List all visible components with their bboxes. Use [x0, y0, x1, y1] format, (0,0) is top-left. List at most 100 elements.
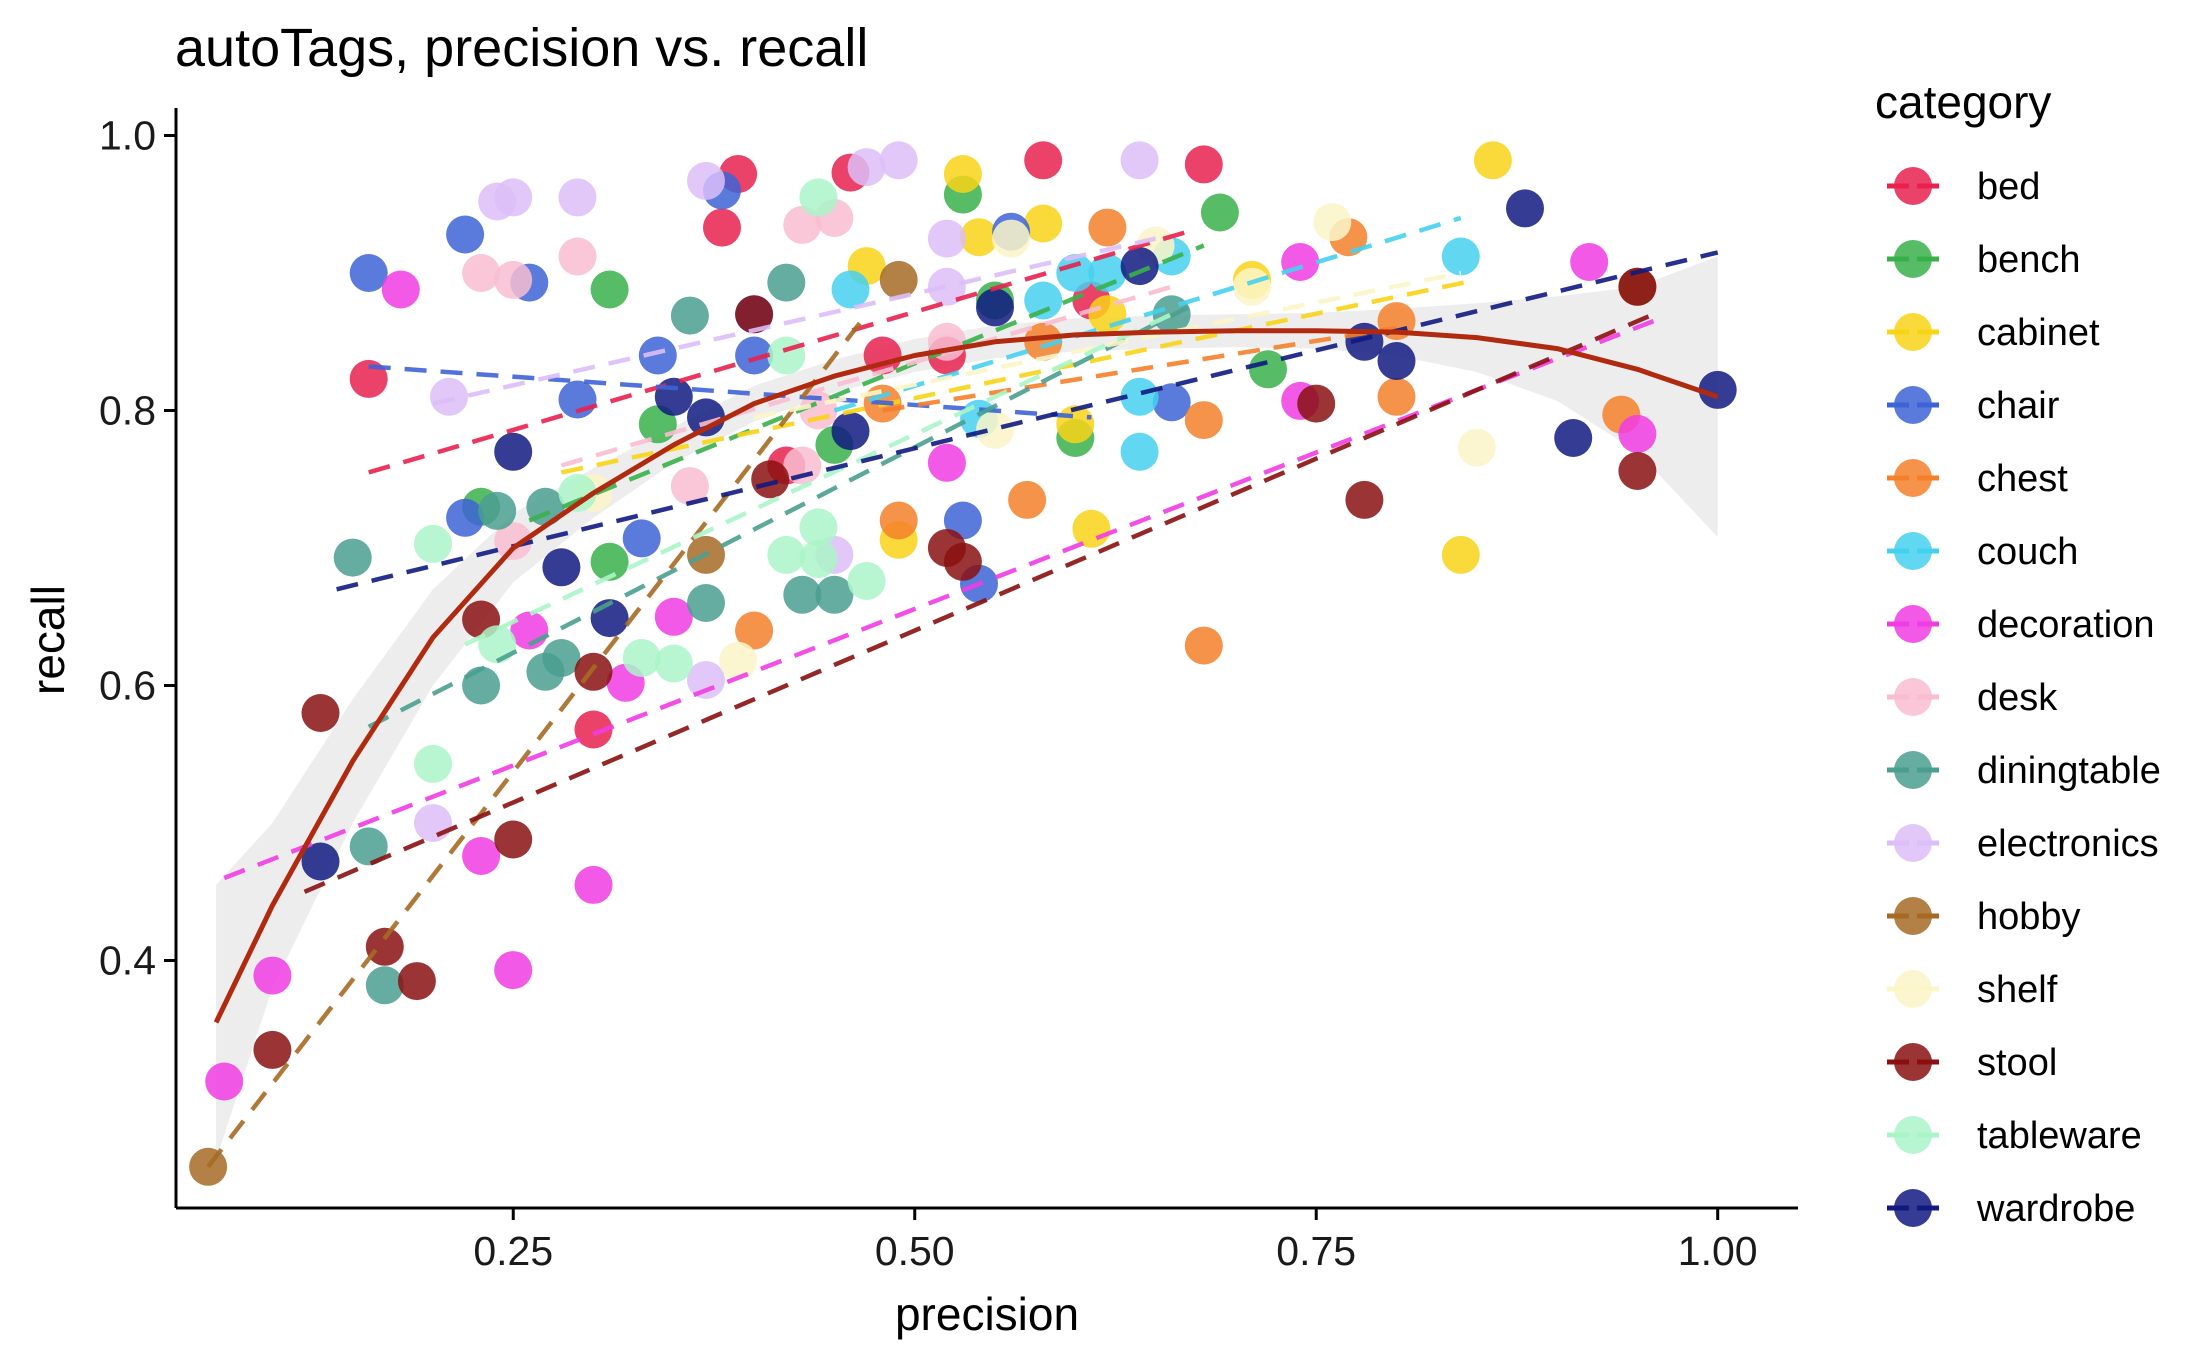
points-layer — [189, 141, 1737, 1186]
y-axis-title: recall — [22, 585, 74, 695]
x-tick-label-0: 0.25 — [473, 1228, 553, 1274]
point-wardrobe-7 — [976, 288, 1014, 327]
legend-label-electronics: electronics — [1977, 823, 2159, 865]
point-tableware-11 — [767, 336, 806, 375]
point-chair-11 — [1152, 383, 1191, 422]
point-stool-13 — [1618, 452, 1657, 490]
point-tableware-2 — [478, 625, 517, 664]
point-decoration-8 — [927, 443, 966, 482]
x-axis-title: precision — [895, 1288, 1079, 1340]
point-stool-12 — [1345, 480, 1384, 519]
y-tick-label-3: 1.0 — [99, 113, 156, 159]
point-wardrobe-11 — [1506, 189, 1544, 228]
legend-item-shelf: shelf — [1887, 969, 2058, 1011]
point-electronics-2 — [558, 178, 597, 217]
point-couch-3 — [1056, 254, 1095, 292]
point-stool-0 — [253, 1030, 292, 1069]
fit-line-tableware — [464, 312, 1173, 647]
y-tick-label-1: 0.6 — [99, 663, 156, 709]
point-couch-7 — [1024, 281, 1063, 320]
point-electronics-9 — [430, 377, 468, 416]
point-cabinet-3 — [960, 218, 998, 257]
point-cabinet-1 — [1473, 141, 1512, 180]
point-cabinet-0 — [943, 155, 982, 193]
point-electronics-12 — [414, 804, 452, 842]
point-cabinet-5 — [1441, 535, 1480, 574]
point-decoration-4 — [494, 951, 533, 990]
point-wardrobe-13 — [1698, 370, 1737, 409]
point-diningtable-8 — [767, 263, 806, 302]
point-shelf-3 — [976, 410, 1014, 449]
point-stool-14 — [1618, 267, 1657, 306]
chart-title: autoTags, precision vs. recall — [175, 18, 868, 78]
point-diningtable-1 — [349, 827, 388, 866]
fit-line-shelf — [753, 270, 1462, 420]
x-axis-ticks: 0.25 0.50 0.75 1.00 — [473, 1208, 1758, 1274]
point-decoration-9 — [1281, 243, 1320, 281]
point-desk-2 — [558, 237, 597, 276]
point-electronics-8 — [927, 267, 966, 306]
point-couch-6 — [1120, 377, 1159, 416]
legend-label-shelf: shelf — [1977, 969, 2058, 1011]
point-tableware-4 — [622, 639, 661, 677]
point-stool-10 — [943, 542, 982, 581]
point-bed-2 — [703, 208, 741, 247]
point-decoration-7 — [654, 597, 693, 636]
point-diningtable-11 — [815, 575, 854, 614]
point-desk-1 — [494, 260, 533, 299]
point-wardrobe-0 — [301, 842, 340, 881]
legend-item-couch: couch — [1887, 531, 2078, 573]
point-diningtable-7 — [670, 296, 709, 335]
point-decoration-1 — [253, 956, 292, 995]
fit-line-wardrobe — [336, 250, 1719, 592]
legend-key-couch — [1894, 532, 1932, 570]
point-stool-2 — [365, 927, 404, 966]
legend-label-wardrobe: wardrobe — [1976, 1188, 2135, 1230]
point-shelf-4 — [1457, 428, 1496, 467]
legend-key-tableware — [1894, 1116, 1932, 1154]
legend-item-chest: chest — [1887, 458, 2068, 500]
point-tableware-9 — [799, 178, 838, 217]
fit-line-electronics — [432, 236, 1157, 406]
point-electronics-7 — [927, 219, 966, 258]
legend-label-couch: couch — [1977, 531, 2078, 573]
point-chair-6 — [446, 498, 485, 537]
point-cabinet-4 — [1024, 204, 1063, 243]
point-electronics-3 — [687, 161, 725, 200]
legend-key-bench — [1894, 240, 1932, 278]
point-tableware-5 — [654, 644, 693, 683]
point-chest-4 — [735, 611, 774, 650]
point-bed-6 — [574, 710, 613, 749]
y-axis-ticks: 0.4 0.6 0.8 1.0 — [99, 113, 176, 984]
legend-item-electronics: electronics — [1887, 823, 2159, 865]
fit-line-chair — [368, 364, 1092, 420]
legend-key-diningtable — [1894, 751, 1932, 789]
point-wardrobe-2 — [542, 548, 581, 587]
fit-line-stool — [303, 312, 1655, 894]
point-electronics-5 — [879, 141, 918, 180]
legend-item-hobby: hobby — [1887, 896, 2081, 938]
point-chair-4 — [638, 336, 677, 375]
point-couch-2 — [1441, 237, 1480, 276]
point-decoration-12 — [1618, 414, 1657, 453]
point-tableware-1 — [414, 524, 452, 563]
point-bed-4 — [1024, 141, 1063, 180]
point-stool-5 — [494, 820, 533, 859]
point-diningtable-9 — [687, 584, 725, 622]
point-electronics-6 — [1120, 141, 1159, 180]
point-hobby-2 — [879, 260, 918, 299]
point-wardrobe-4 — [654, 377, 693, 416]
fit-line-chest — [882, 325, 1397, 413]
fit-line-bench — [528, 243, 1205, 523]
point-wardrobe-1 — [494, 432, 533, 471]
legend-key-decoration — [1894, 605, 1932, 643]
point-chest-7 — [1377, 377, 1416, 416]
point-wardrobe-8 — [1120, 247, 1159, 286]
point-chest-9 — [1024, 322, 1063, 361]
point-wardrobe-6 — [831, 412, 870, 451]
point-tableware-7 — [799, 540, 838, 578]
point-stool-6 — [574, 652, 613, 691]
point-stool-8 — [751, 460, 790, 499]
point-decoration-5 — [574, 865, 613, 904]
